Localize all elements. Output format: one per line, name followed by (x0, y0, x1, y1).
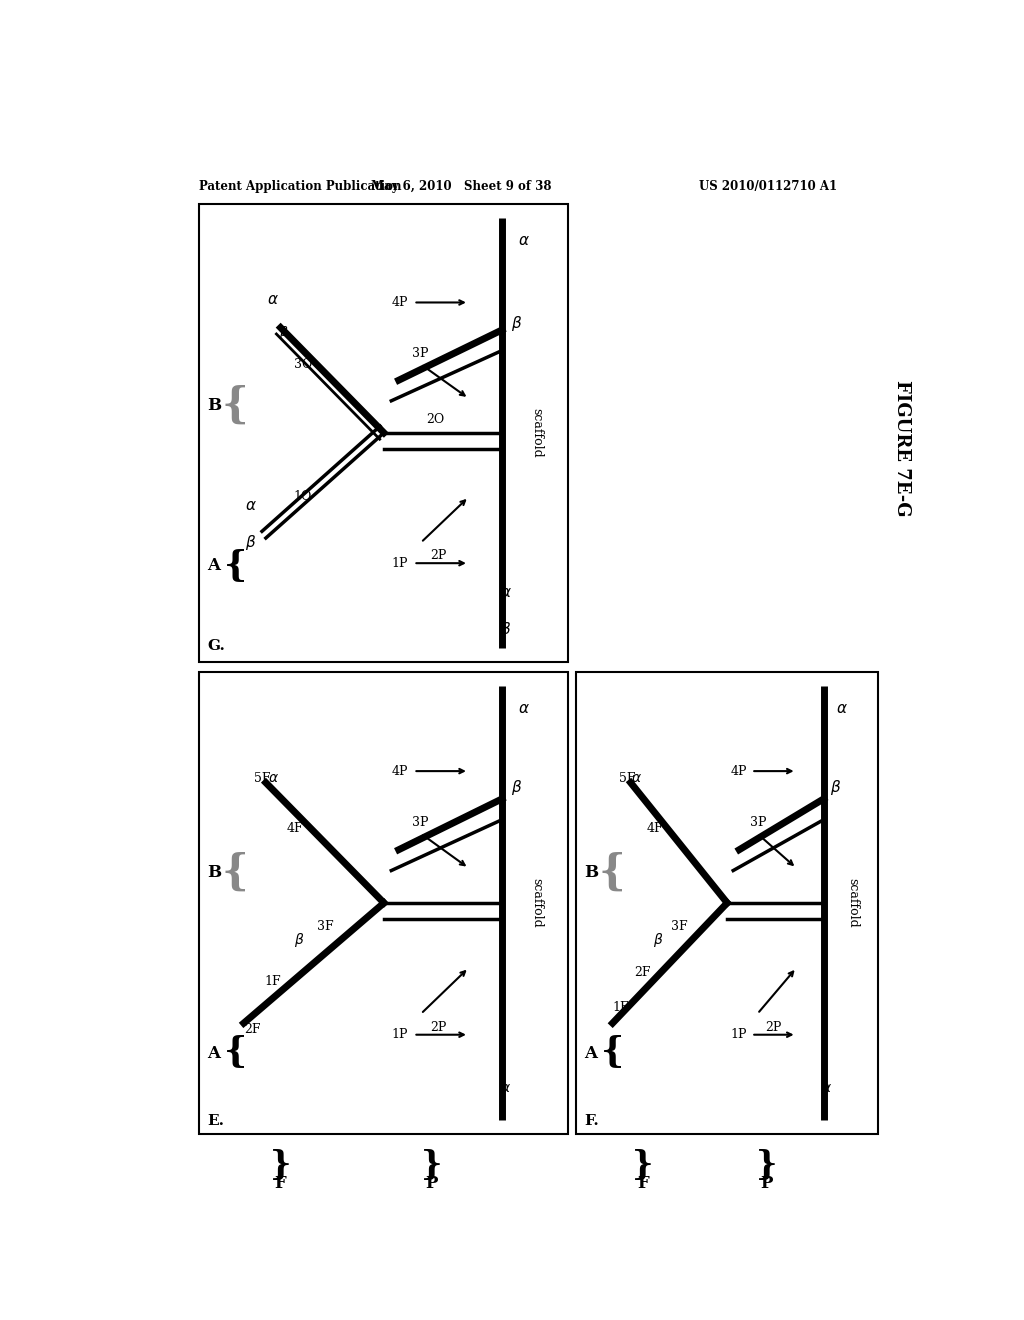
Text: scaffold: scaffold (846, 878, 859, 928)
Text: A: A (207, 1044, 220, 1061)
Text: 1P: 1P (391, 557, 408, 570)
Text: B: B (207, 865, 221, 882)
Text: 3F: 3F (671, 920, 687, 932)
Text: {: { (223, 549, 247, 582)
Text: 1P: 1P (391, 1028, 408, 1041)
Text: 1O: 1O (294, 490, 312, 503)
Text: 2P: 2P (765, 1020, 781, 1034)
Text: {: { (599, 851, 626, 894)
Text: {: { (600, 1034, 624, 1068)
Text: }: } (756, 1150, 777, 1183)
Text: 4F: 4F (287, 822, 304, 836)
Text: 1F: 1F (265, 975, 282, 989)
Text: $\beta$: $\beta$ (511, 314, 522, 333)
Text: $\alpha$: $\alpha$ (518, 234, 530, 248)
Text: 4P: 4P (391, 764, 408, 777)
Text: scaffold: scaffold (530, 878, 544, 928)
Text: B: B (585, 865, 598, 882)
Text: A: A (207, 557, 220, 574)
Text: $\alpha$: $\alpha$ (500, 586, 512, 599)
Text: $\beta$: $\beta$ (280, 323, 289, 341)
Text: 4P: 4P (730, 764, 746, 777)
Text: }: } (421, 1150, 442, 1183)
Text: 5F: 5F (620, 772, 636, 784)
Text: 3P: 3P (412, 816, 428, 829)
Text: {: { (223, 1034, 247, 1068)
Text: P: P (426, 1175, 438, 1192)
Text: 3P: 3P (412, 347, 428, 359)
Text: 4P: 4P (391, 296, 408, 309)
Text: B: B (207, 397, 221, 414)
Text: $\alpha$: $\alpha$ (821, 1081, 833, 1094)
Text: $\alpha$: $\alpha$ (836, 702, 848, 715)
Text: $\beta$: $\beta$ (830, 777, 842, 797)
Text: 3P: 3P (750, 816, 766, 829)
Text: scaffold: scaffold (530, 408, 544, 458)
Text: P: P (760, 1175, 772, 1192)
Text: Patent Application Publication: Patent Application Publication (200, 180, 402, 193)
Text: 2O: 2O (426, 413, 444, 426)
Bar (200, 205, 568, 661)
Text: $\alpha$: $\alpha$ (518, 702, 530, 715)
Text: $\alpha$: $\alpha$ (267, 771, 279, 785)
Text: }: } (632, 1150, 653, 1183)
Text: $\alpha$: $\alpha$ (267, 293, 280, 308)
Text: 2P: 2P (430, 549, 446, 562)
Text: 3F: 3F (316, 920, 333, 932)
Text: $\alpha$: $\alpha$ (501, 1081, 511, 1094)
Text: $\beta$: $\beta$ (246, 533, 257, 552)
Text: 4F: 4F (646, 822, 664, 836)
Text: F: F (637, 1175, 648, 1192)
Text: 2F: 2F (635, 966, 651, 979)
Text: A: A (585, 1044, 597, 1061)
Text: G.: G. (207, 639, 225, 653)
Bar (577, 672, 878, 1134)
Text: 2P: 2P (430, 1020, 446, 1034)
Text: May 6, 2010   Sheet 9 of 38: May 6, 2010 Sheet 9 of 38 (371, 180, 552, 193)
Text: {: { (222, 384, 249, 426)
Text: $\alpha$: $\alpha$ (631, 771, 642, 785)
Text: $\beta$: $\beta$ (294, 931, 304, 949)
Text: {: { (222, 851, 249, 894)
Text: }: } (270, 1150, 292, 1183)
Text: 1F: 1F (612, 1001, 629, 1014)
Text: 3O: 3O (294, 358, 312, 371)
Text: $\beta$: $\beta$ (652, 931, 663, 949)
Text: $\alpha$: $\alpha$ (245, 499, 257, 513)
Text: US 2010/0112710 A1: US 2010/0112710 A1 (699, 180, 838, 193)
Text: F: F (274, 1175, 287, 1192)
Text: 2F: 2F (244, 1023, 260, 1036)
Text: F.: F. (585, 1114, 599, 1129)
Text: 5F: 5F (254, 772, 270, 784)
Text: $\beta$: $\beta$ (500, 620, 511, 639)
Text: FIGURE 7E-G: FIGURE 7E-G (893, 380, 910, 516)
Text: E.: E. (207, 1114, 224, 1129)
Text: $\beta$: $\beta$ (511, 777, 522, 797)
Text: 1P: 1P (730, 1028, 746, 1041)
Bar (200, 672, 568, 1134)
